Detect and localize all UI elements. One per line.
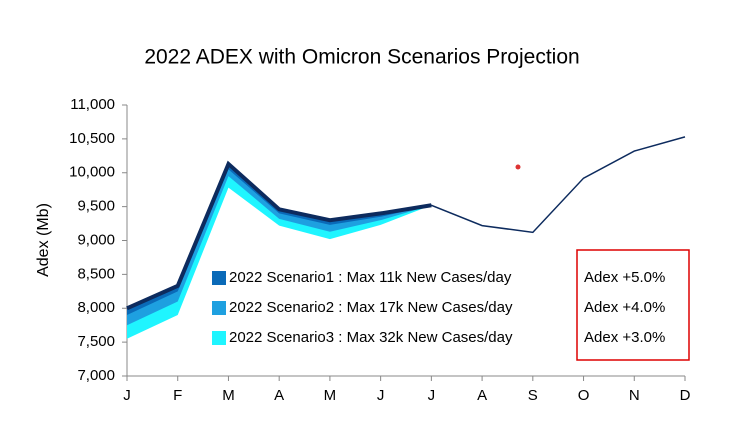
chart-title: 2022 ADEX with Omicron Scenarios Project…: [144, 46, 579, 69]
x-tick-label: O: [578, 387, 590, 404]
x-tick-label: S: [528, 387, 538, 404]
x-tick-label: M: [324, 387, 337, 404]
y-tick-label: 7,000: [77, 367, 115, 384]
x-tick-label: D: [680, 387, 691, 404]
y-tick-label: 10,500: [69, 130, 115, 147]
y-tick-label: 11,000: [70, 96, 115, 113]
legend-swatch: [212, 301, 226, 315]
y-tick-label: 8,000: [77, 299, 115, 316]
x-tick-label: A: [274, 387, 284, 404]
x-tick-label: J: [428, 387, 436, 404]
y-tick-label: 8,500: [77, 265, 115, 282]
x-tick-label: J: [377, 387, 385, 404]
x-tick-label: F: [173, 387, 182, 404]
legend-note: Adex +3.0%: [584, 329, 665, 346]
scenario-area: [127, 163, 432, 339]
y-tick-label: 10,000: [69, 164, 115, 181]
scenario-area: [127, 163, 432, 316]
x-tick-label: J: [123, 387, 131, 404]
legend-label: 2022 Scenario3 : Max 32k New Cases/day: [229, 329, 513, 346]
legend-swatch: [212, 271, 226, 285]
x-tick-label: A: [477, 387, 487, 404]
x-tick-label: N: [629, 387, 640, 404]
adex-line-edge: [126, 160, 432, 311]
y-tick-label: 9,000: [77, 231, 115, 248]
y-tick-label: 9,500: [77, 198, 115, 215]
legend-swatch: [212, 331, 226, 345]
x-tick-label: M: [222, 387, 235, 404]
legend-label: 2022 Scenario1 : Max 11k New Cases/day: [229, 269, 512, 286]
scenario-area: [127, 163, 432, 326]
legend-label: 2022 Scenario2 : Max 17k New Cases/day: [229, 299, 513, 316]
legend-note: Adex +5.0%: [584, 269, 665, 286]
stray-dot: [515, 164, 521, 170]
y-axis-label: Adex (Mb): [35, 203, 52, 277]
legend-note: Adex +4.0%: [584, 299, 665, 316]
y-tick-label: 7,500: [77, 333, 115, 350]
highlight-box: [576, 249, 690, 361]
